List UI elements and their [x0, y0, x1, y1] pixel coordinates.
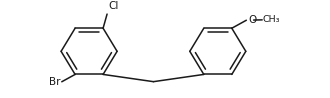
- Text: Cl: Cl: [109, 1, 119, 11]
- Text: Br: Br: [49, 77, 60, 87]
- Text: CH₃: CH₃: [263, 15, 280, 24]
- Text: O: O: [248, 15, 256, 25]
